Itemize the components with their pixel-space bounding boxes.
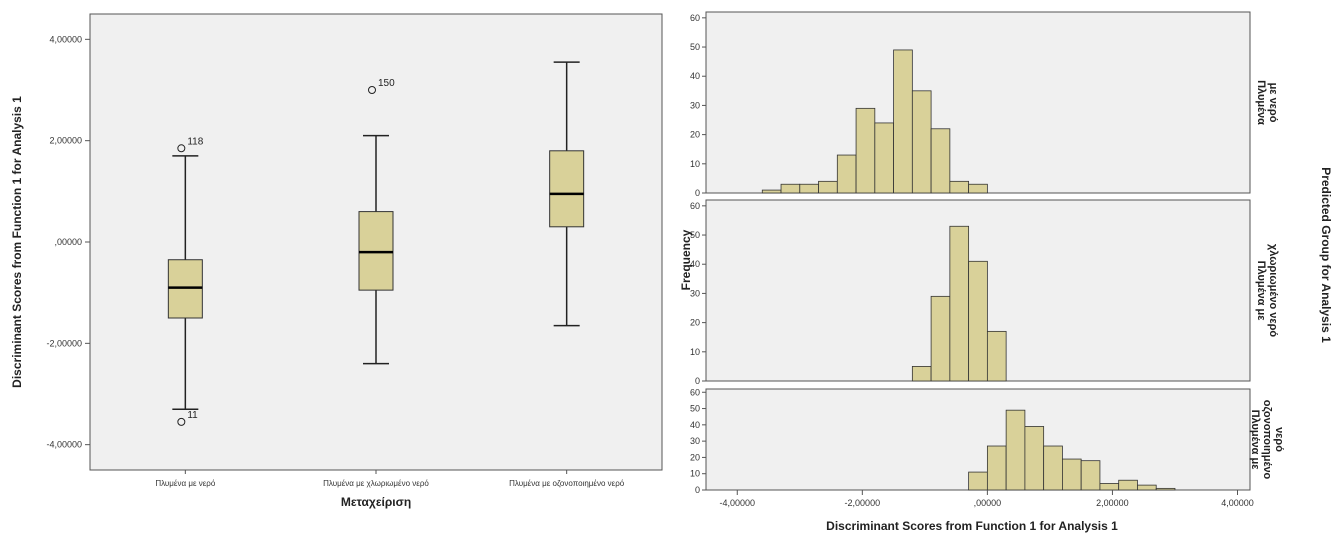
histogram-x-tick-label: -4,00000 [719,498,755,508]
outlier-point [368,86,376,94]
outlier-label: 118 [187,136,203,147]
outlier-point [177,417,186,426]
histogram-bar [818,180,838,194]
boxplot-chart: -4,00000 -2,00000 ,00000 2,00000 4,00000 118… [10,13,663,509]
histogram-panel-label-line: νερό [1273,427,1285,452]
histogram-y-tick-label: 20 [690,318,700,328]
histogram-panel-label: Πλυμένα με χλωριωμένο νερό [1255,244,1279,337]
histogram-panel-2: 0 10 20 30 40 50 60 Πλυμένα με χλωριωμένο νερό [690,199,1279,386]
histogram-y-tick-label: 50 [690,404,700,414]
histogram-bar [930,295,951,382]
outlier-label: 150 [378,78,395,89]
histogram-panel-3: 0 10 20 30 40 50 60 Πλυμένα με οζονοποιημένο νερό [690,387,1285,495]
histogram-y-tick-label: 20 [690,452,700,462]
histogram-y-tick-label: 60 [690,387,700,397]
histogram-x-axis-title: Discriminant Scores from Function 1 for … [826,519,1118,533]
box [549,150,585,228]
histogram-y-tick-label: 10 [690,159,700,169]
boxplot-box-3 [549,61,585,327]
histogram-bar [874,122,894,194]
boxplot-y-tick-label: 4,00000 [49,34,82,44]
histogram-panel-label: Πλυμένα με οζονοποιημένο νερό [1249,400,1285,480]
histogram-y-tick-label: 30 [690,436,700,446]
histogram-panel-label-line: χλωριωμένο νερό [1267,244,1279,337]
histogram-x-tick-label: -2,00000 [845,498,881,508]
histogram-bar [911,90,932,194]
boxplot-box-2: 150 [358,78,395,365]
histogram-y-tick-label: 30 [690,288,700,298]
histogram-y-tick-label: 10 [690,469,700,479]
histogram-y-tick-label: 60 [690,201,700,211]
histogram-bar [949,225,970,382]
histogram-y-tick-label: 60 [690,13,700,23]
histogram-bar [799,183,819,194]
histogram-x-tick-label: ,00000 [974,498,1002,508]
histogram-bar [1062,458,1082,491]
histogram-panel-label-line: Πλυμένα με [1255,261,1267,322]
histogram-bar [1043,445,1063,491]
boxplot-y-tick-label: 2,00000 [49,136,82,146]
histogram-panel-1: 0 10 20 30 40 50 60 Πλυμένα με νερό [690,11,1279,198]
histogram-bar [968,260,988,382]
histogram-bar [1024,426,1045,491]
histogram-bar [968,183,988,194]
outlier-point [177,144,186,153]
histogram-x-tick-label: 4,00000 [1221,498,1254,508]
histogram-y-tick-label: 40 [690,420,700,430]
histogram-bar [1080,460,1101,491]
histogram-y-tick-label: 20 [690,130,700,140]
histogram-y-tick-label: 50 [690,42,700,52]
histogram-panel-label: Πλυμένα με νερό [1255,80,1279,125]
histogram-group-title: Predicted Group for Analysis 1 [1319,167,1333,343]
boxplot-y-tick-label: -2,00000 [46,338,82,348]
histogram-y-tick-label: 30 [690,100,700,110]
histogram-y-tick-label: 40 [690,259,700,269]
histogram-y-tick-label: 0 [695,485,700,495]
histogram-bar [855,107,876,194]
histogram-bar [1137,484,1157,491]
histogram-bar [1005,409,1026,491]
histogram-bar [986,445,1007,491]
histogram-panel-label-line: Πλυμένα με [1249,410,1261,471]
histogram-bar [949,180,970,194]
boxplot-x-axis-title: Μεταχείριση [341,495,411,509]
boxplot-category-label: Πλυμένα με οζονοποιημένο νερό [509,479,625,488]
histogram-panel-label-line: Πλυμένα [1255,80,1267,125]
boxplot-y-tick-label: ,00000 [54,237,82,247]
box [358,211,394,291]
histogram-y-axis-title: Frequency [679,229,693,290]
histogram-y-tick-label: 0 [695,376,700,386]
histogram-bar [780,183,801,194]
boxplot-y-axis-title: Discriminant Scores from Function 1 for … [10,96,24,388]
boxplot-box-1: 118 11 [167,136,204,426]
histogram-bar [986,330,1007,382]
outlier-label: 11 [187,410,198,421]
histogram-y-tick-label: 40 [690,71,700,81]
histogram-y-tick-label: 50 [690,230,700,240]
histogram-bar [761,189,782,194]
histogram-y-tick-label: 0 [695,188,700,198]
box [167,259,203,319]
histogram-x-tick-label: 2,00000 [1096,498,1129,508]
histogram-bar [1118,479,1138,491]
histogram-plot-area [705,11,1251,194]
histogram-chart: 0 10 20 30 40 50 60 Πλυμένα με νερό 0 10 20 30 40 50 60… [679,11,1333,533]
histogram-bar [930,128,951,194]
boxplot-category-label: Πλυμένα με νερό [155,479,216,488]
histogram-bar [1155,487,1176,491]
histogram-bar [1099,483,1120,491]
boxplot-category-label: Πλυμένα με χλωριωμένο νερό [323,479,429,488]
histogram-bar [893,49,913,194]
boxplot-y-tick-label: -4,00000 [46,440,82,450]
histogram-bar [836,154,857,194]
histogram-bar [911,366,932,382]
histogram-bar [968,471,988,491]
histogram-panel-label-line: με νερό [1267,83,1279,123]
histogram-y-tick-label: 10 [690,347,700,357]
histogram-panel-label-line: οζονοποιημένο [1261,400,1273,480]
